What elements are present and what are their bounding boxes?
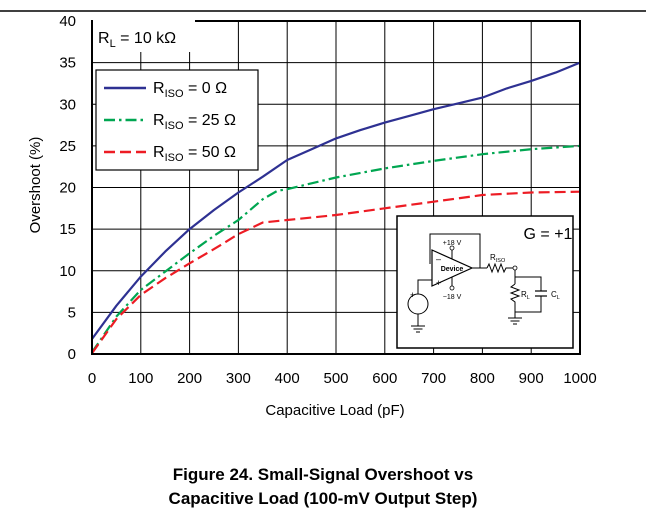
legend-items: RISO = 0 Ω RISO = 25 Ω RISO = 50 Ω (104, 80, 236, 164)
x-tick-label: 800 (470, 370, 495, 387)
rl-label: RL (521, 290, 530, 301)
y-tick-label: 10 (59, 263, 76, 280)
y-tick-label: 5 (68, 304, 76, 321)
y-tick-label: 30 (59, 96, 76, 113)
supply-node-neg (449, 285, 455, 291)
legend-label-2: RISO = 50 Ω (153, 144, 236, 164)
rl-annotation-bg (93, 20, 195, 52)
y-tick-label: 0 (68, 346, 76, 363)
rl-resistor (509, 283, 521, 318)
feedback-wire (429, 233, 481, 268)
x-tick-label: 500 (323, 370, 348, 387)
legend-label-0: RISO = 0 Ω (153, 80, 227, 100)
x-tick-label: 900 (519, 370, 544, 387)
rl-annotation-text: RL = 10 kΩ (98, 30, 176, 50)
output-node (512, 265, 518, 271)
legend: RISO = 0 Ω RISO = 25 Ω RISO = 50 Ω (95, 69, 259, 171)
rl-annotation: RL = 10 kΩ (93, 20, 195, 52)
y-tick-label: 25 (59, 138, 76, 155)
opamp-minus: – (436, 254, 441, 264)
y-tick-label: 15 (59, 221, 76, 238)
x-tick-label: 400 (275, 370, 300, 387)
axis-ticks: 0 100 200 300 400 500 600 700 800 900 1000 0 5 10 15 20… (59, 13, 596, 387)
series-line-2 (91, 190, 581, 354)
figure-caption-line2: Capacitive Load (100-mV Output Step) (168, 489, 478, 508)
plot-frame (91, 20, 581, 355)
gain-label: G = +1 (524, 226, 573, 243)
y-axis-title: Overshoot (%) (27, 137, 44, 234)
y-tick-label: 20 (59, 180, 76, 197)
x-tick-label: 1000 (563, 370, 596, 387)
riso-label: RISO (490, 253, 506, 264)
figure-caption-line1: Figure 24. Small-Signal Overshoot vs (172, 465, 474, 484)
series-layer (91, 61, 581, 354)
x-tick-label: 0 (88, 370, 96, 387)
series-line-0 (91, 61, 581, 340)
series-line-1 (91, 144, 581, 353)
opamp-plus: + (436, 278, 441, 288)
x-axis-title: Capacitive Load (pF) (265, 402, 404, 419)
circuit-inset: G = +1 Device – + +18 V −18 V + RISO RL (396, 215, 574, 349)
source-plus: + (410, 290, 415, 300)
supply-neg-label: −18 V (443, 294, 462, 301)
cap-wire-bottom (515, 296, 542, 313)
inset-frame (396, 215, 574, 349)
legend-box (95, 69, 259, 171)
supply-pos-label: +18 V (443, 240, 462, 247)
riso-resistor (486, 262, 515, 274)
chart: 0 100 200 300 400 500 600 700 800 900 1000 0 5 10 15 20… (0, 10, 646, 419)
supply-node-pos (449, 245, 455, 251)
cl-label: CL (551, 290, 560, 301)
x-tick-label: 200 (177, 370, 202, 387)
cap-wire-top (515, 276, 542, 291)
y-tick-label: 35 (59, 55, 76, 72)
legend-label-1: RISO = 25 Ω (153, 112, 236, 132)
y-tick-label: 40 (59, 13, 76, 30)
x-tick-label: 700 (421, 370, 446, 387)
x-tick-label: 100 (128, 370, 153, 387)
x-tick-label: 600 (372, 370, 397, 387)
x-tick-label: 300 (226, 370, 251, 387)
input-wire (417, 279, 432, 294)
device-label: Device (441, 266, 464, 273)
